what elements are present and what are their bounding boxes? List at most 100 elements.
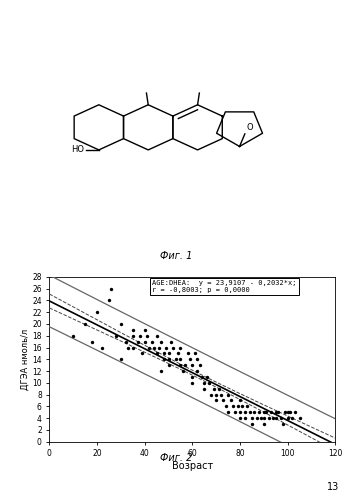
Point	[225, 408, 231, 416]
Point	[244, 402, 250, 410]
Point	[135, 338, 140, 346]
Point	[190, 373, 195, 381]
Point	[235, 402, 240, 410]
Point	[247, 408, 252, 416]
Point	[178, 361, 183, 369]
Text: O: O	[247, 123, 253, 133]
Point	[275, 408, 281, 416]
Point	[254, 414, 259, 422]
Point	[180, 367, 186, 375]
Point	[216, 385, 221, 393]
Point	[228, 396, 233, 404]
Point	[130, 343, 136, 351]
Point	[106, 296, 112, 304]
Point	[297, 414, 303, 422]
Point	[223, 402, 229, 410]
Point	[259, 414, 264, 422]
Point	[251, 408, 257, 416]
Point	[221, 396, 226, 404]
Point	[285, 414, 291, 422]
Point	[178, 355, 183, 363]
Point	[175, 349, 181, 357]
Point	[109, 285, 114, 293]
Point	[209, 391, 214, 399]
X-axis label: Возраст: Возраст	[172, 461, 213, 471]
Point	[261, 414, 267, 422]
Point	[237, 396, 243, 404]
Point	[280, 420, 286, 428]
Point	[118, 355, 124, 363]
Point	[147, 343, 152, 351]
Point	[151, 343, 157, 351]
Point	[285, 408, 291, 416]
Point	[195, 367, 200, 375]
Point	[214, 391, 219, 399]
Point	[195, 355, 200, 363]
Point	[273, 408, 279, 416]
Point	[287, 408, 293, 416]
Point	[242, 408, 248, 416]
Point	[202, 385, 207, 393]
Point	[166, 349, 172, 357]
Point	[197, 361, 202, 369]
Point	[142, 326, 148, 334]
Point	[211, 385, 217, 393]
Point	[168, 338, 174, 346]
Point	[192, 349, 198, 357]
Point	[161, 355, 167, 363]
Point	[82, 320, 88, 328]
Point	[90, 338, 95, 346]
Point	[130, 332, 136, 340]
Point	[139, 349, 145, 357]
Text: Фиг. 2: Фиг. 2	[160, 453, 193, 463]
Point	[263, 408, 269, 416]
Point	[158, 338, 164, 346]
Point	[237, 408, 243, 416]
Y-axis label: ДГЭА нмоль/л: ДГЭА нмоль/л	[20, 329, 29, 390]
Point	[282, 408, 288, 416]
Point	[292, 408, 298, 416]
Point	[156, 343, 162, 351]
Point	[144, 332, 150, 340]
Point	[154, 349, 160, 357]
Point	[249, 414, 255, 422]
Point	[113, 332, 119, 340]
Point	[123, 338, 128, 346]
Point	[190, 361, 195, 369]
Point	[185, 349, 191, 357]
Point	[94, 308, 100, 316]
Point	[237, 414, 243, 422]
Point	[173, 355, 179, 363]
Point	[230, 402, 236, 410]
Point	[149, 338, 155, 346]
Point	[249, 420, 255, 428]
Point	[256, 408, 262, 416]
Point	[170, 343, 176, 351]
Text: AGE:DHEA:  y = 23,9107 - 0,2032*x;
r = -0,8003; p = 0,0000: AGE:DHEA: y = 23,9107 - 0,2032*x; r = -0…	[152, 280, 297, 293]
Point	[204, 373, 210, 381]
Point	[71, 332, 76, 340]
Point	[202, 379, 207, 387]
Point	[199, 373, 205, 381]
Point	[266, 414, 271, 422]
Point	[261, 420, 267, 428]
Text: Фиг. 1: Фиг. 1	[160, 251, 193, 261]
Point	[142, 338, 148, 346]
Point	[214, 396, 219, 404]
Point	[130, 326, 136, 334]
Point	[225, 391, 231, 399]
Point	[240, 402, 245, 410]
Text: HO: HO	[71, 145, 84, 154]
Point	[99, 343, 105, 351]
Point	[190, 379, 195, 387]
Point	[137, 332, 143, 340]
Point	[271, 414, 276, 422]
Point	[178, 343, 183, 351]
Point	[278, 414, 283, 422]
Point	[125, 343, 131, 351]
Point	[183, 361, 188, 369]
Point	[154, 332, 160, 340]
Point	[242, 414, 248, 422]
Point	[158, 367, 164, 375]
Point	[166, 355, 172, 363]
